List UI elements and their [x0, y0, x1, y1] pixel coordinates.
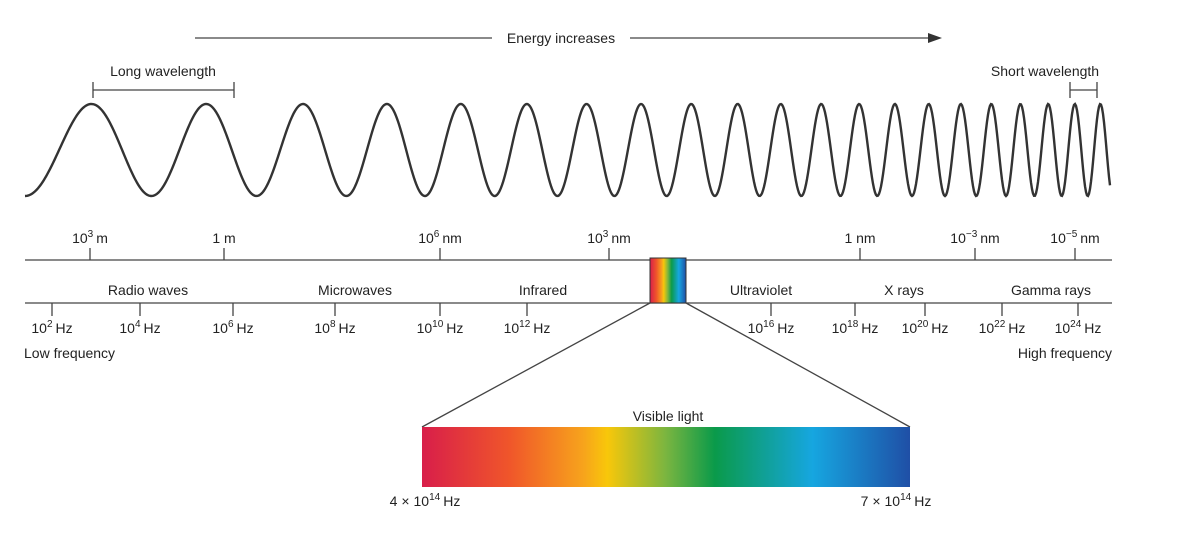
unit: nm	[980, 230, 999, 246]
base: 10	[950, 230, 966, 246]
long-wavelength-label: Long wavelength	[110, 63, 216, 79]
base: 10	[31, 320, 47, 336]
band-label: Microwaves	[318, 282, 392, 298]
base: 10	[414, 493, 430, 509]
base: 10	[418, 230, 434, 246]
wavelength-label: 1 nm	[844, 230, 875, 246]
base: 10	[504, 320, 520, 336]
frequency-label: 1022 Hz	[979, 319, 1026, 336]
exponent: 16	[763, 319, 775, 330]
unit: Hz	[237, 320, 254, 336]
base: 10	[1050, 230, 1066, 246]
band-label: Radio waves	[108, 282, 188, 298]
unit: Hz	[56, 320, 73, 336]
long-bracket	[92, 82, 235, 98]
visible-low-label: 4 × 1014 Hz	[390, 492, 461, 509]
frequency-label: 1018 Hz	[832, 319, 879, 336]
high-frequency-label: High frequency	[1018, 345, 1112, 361]
energy-label: Energy increases	[507, 30, 615, 46]
exponent: 2	[47, 319, 53, 330]
unit: Hz	[914, 493, 931, 509]
unit: Hz	[443, 493, 460, 509]
exponent: 14	[900, 492, 912, 503]
band-label: Ultraviolet	[730, 282, 792, 298]
frequency-label: 1012 Hz	[504, 319, 551, 336]
band-label: Infrared	[519, 282, 567, 298]
short-bracket	[1069, 82, 1098, 98]
unit: nm	[611, 230, 630, 246]
base: 10	[832, 320, 848, 336]
base: 10	[417, 320, 433, 336]
base: 10	[314, 320, 330, 336]
visible-high-label: 7 × 1014 Hz	[861, 492, 932, 509]
visible-label: Visible light	[633, 408, 704, 424]
exponent: 10	[432, 319, 444, 330]
unit: Hz	[1084, 320, 1101, 336]
frequency-label: 1010 Hz	[417, 319, 464, 336]
wavelength-label: 103 nm	[587, 229, 631, 246]
base: 10	[1055, 320, 1071, 336]
unit: nm	[1080, 230, 1099, 246]
unit: Hz	[144, 320, 161, 336]
arrowhead	[928, 33, 942, 43]
exponent: 4	[135, 319, 141, 330]
wavelength-label: 10−5 nm	[1050, 229, 1099, 246]
coefficient: 7 ×	[861, 493, 881, 509]
unit: m	[96, 230, 108, 246]
zoom-line	[685, 302, 911, 428]
exponent: 24	[1070, 319, 1082, 330]
unit: Hz	[861, 320, 878, 336]
exponent: 20	[917, 319, 929, 330]
exponent: 3	[88, 229, 94, 240]
frequency-label: 1020 Hz	[902, 319, 949, 336]
wavelength-label: 10−3 nm	[950, 229, 999, 246]
frequency-label: 106 Hz	[212, 319, 253, 336]
exponent: 6	[228, 319, 234, 330]
base: 10	[902, 320, 918, 336]
frequency-label: 108 Hz	[314, 319, 355, 336]
wave	[24, 102, 1112, 198]
unit: nm	[442, 230, 461, 246]
base: 10	[748, 320, 764, 336]
exponent: 14	[429, 492, 441, 503]
exponent: 18	[847, 319, 859, 330]
visible-spectrum	[422, 427, 910, 487]
frequency-label: 1016 Hz	[748, 319, 795, 336]
exponent: 22	[994, 319, 1006, 330]
band-label: Gamma rays	[1011, 282, 1091, 298]
visible-band	[649, 257, 687, 304]
wavelength-label: 106 nm	[418, 229, 462, 246]
low-frequency-label: Low frequency	[24, 345, 115, 361]
wavelength-label: 103 m	[72, 229, 108, 246]
unit: Hz	[931, 320, 948, 336]
exponent: −5	[1066, 229, 1078, 240]
unit: Hz	[1008, 320, 1025, 336]
unit: Hz	[777, 320, 794, 336]
unit: Hz	[446, 320, 463, 336]
frequency-label: 102 Hz	[31, 319, 72, 336]
wavelength-label: 1 m	[212, 230, 235, 246]
exponent: 8	[330, 319, 336, 330]
base: 10	[885, 493, 901, 509]
exponent: 3	[603, 229, 609, 240]
base: 10	[212, 320, 228, 336]
zoom-line	[421, 302, 651, 428]
coefficient: 4 ×	[390, 493, 410, 509]
base: 10	[587, 230, 603, 246]
base: 10	[72, 230, 88, 246]
base: 10	[119, 320, 135, 336]
base: 10	[979, 320, 995, 336]
band-label: X rays	[884, 282, 924, 298]
unit: Hz	[533, 320, 550, 336]
exponent: 12	[519, 319, 531, 330]
short-wavelength-label: Short wavelength	[991, 63, 1099, 79]
unit: Hz	[339, 320, 356, 336]
exponent: −3	[966, 229, 978, 240]
frequency-label: 1024 Hz	[1055, 319, 1102, 336]
frequency-label: 104 Hz	[119, 319, 160, 336]
exponent: 6	[434, 229, 440, 240]
